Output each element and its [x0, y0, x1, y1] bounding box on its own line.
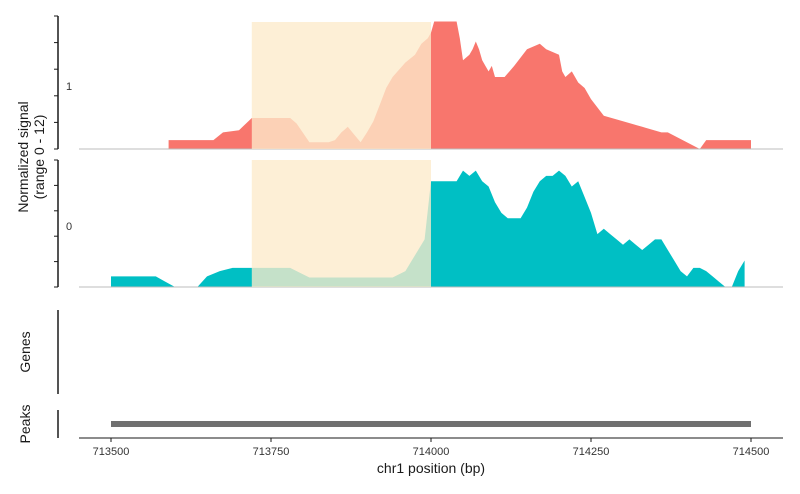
y-axis-title-line2: (range 0 - 12) — [31, 115, 47, 200]
y-axis-title-line1: Normalized signal — [15, 101, 31, 212]
series-label-1: 1 — [66, 81, 72, 93]
highlight-region-layer — [251, 22, 431, 287]
signal-area-1 — [168, 21, 752, 149]
x-tick-label: 713500 — [93, 446, 130, 458]
x-tick-label: 714000 — [413, 446, 450, 458]
x-tick-label: 714500 — [733, 446, 770, 458]
peaks-track-label: Peaks — [17, 405, 33, 444]
axes-layer: 1 0 713500 713750 714000 714250 714500 — [54, 15, 783, 458]
genes-track-label: Genes — [17, 331, 33, 372]
highlight-region-top — [251, 22, 431, 149]
x-tick-label: 714250 — [573, 446, 610, 458]
peak-bar — [111, 421, 751, 427]
x-axis-title: chr1 position (bp) — [377, 460, 485, 476]
series-label-0: 0 — [66, 221, 72, 233]
x-tick-label: 713750 — [253, 446, 290, 458]
highlight-region-bottom — [251, 160, 431, 287]
